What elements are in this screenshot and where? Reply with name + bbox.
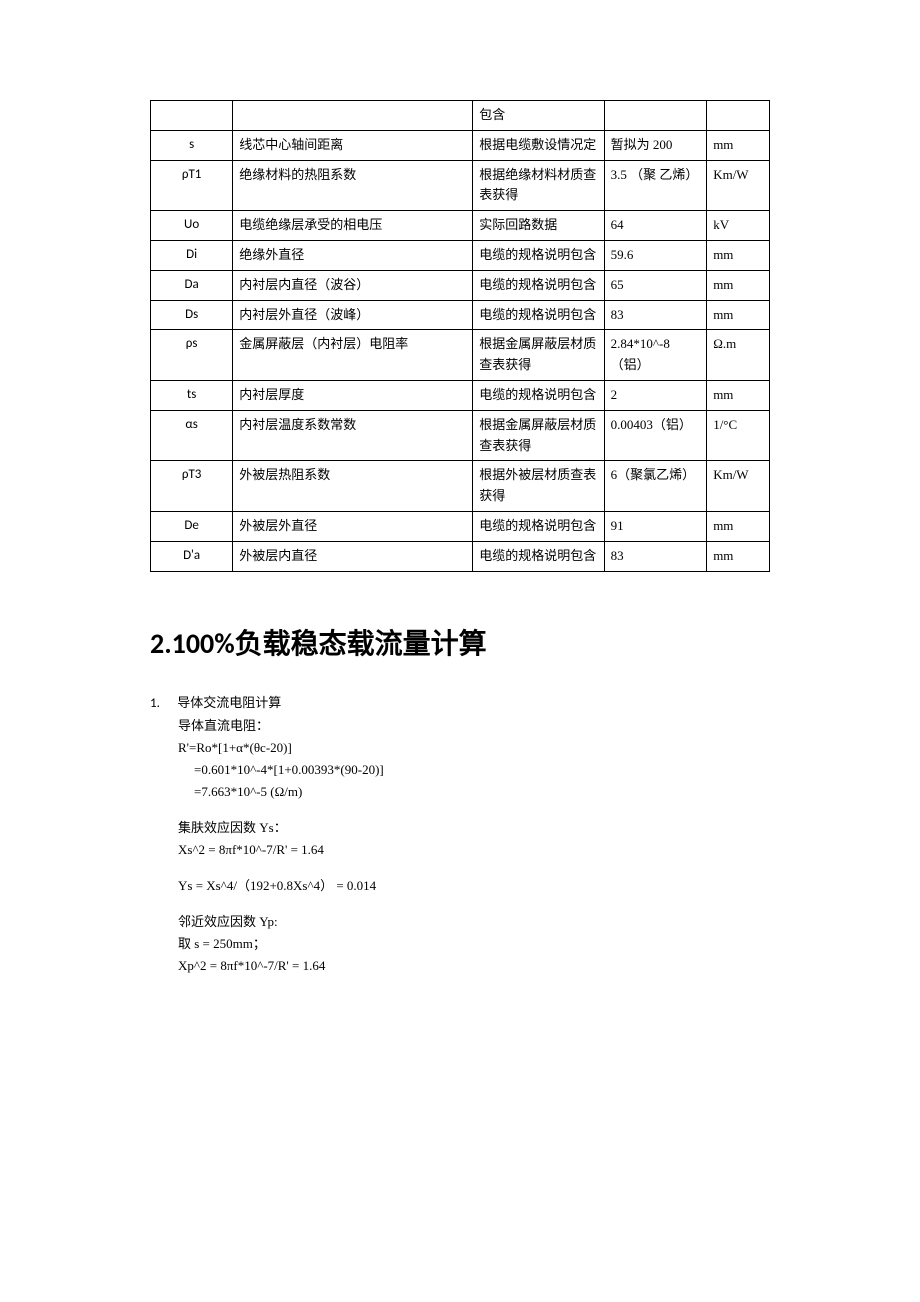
cell-val: 暂拟为 200 bbox=[604, 130, 707, 160]
table-row: Ds内衬层外直径（波峰）电缆的规格说明包含83mm bbox=[151, 300, 770, 330]
table-row: D'a外被层内直径电缆的规格说明包含83mm bbox=[151, 541, 770, 571]
cell-sym bbox=[151, 101, 233, 131]
cell-val: 59.6 bbox=[604, 240, 707, 270]
cell-val: 2 bbox=[604, 380, 707, 410]
cell-unit: 1/°C bbox=[707, 410, 770, 461]
dc-formula-1: R'=Ro*[1+α*(θc-20)] bbox=[178, 737, 770, 759]
cell-unit: mm bbox=[707, 300, 770, 330]
cell-desc: 内衬层内直径（波谷） bbox=[233, 270, 473, 300]
cell-desc: 线芯中心轴间距离 bbox=[233, 130, 473, 160]
table-row: Di绝缘外直径电缆的规格说明包含59.6mm bbox=[151, 240, 770, 270]
cell-src: 电缆的规格说明包含 bbox=[473, 270, 604, 300]
cell-val bbox=[604, 101, 707, 131]
cell-val: 2.84*10^-8（铝） bbox=[604, 330, 707, 381]
cell-src: 电缆的规格说明包含 bbox=[473, 511, 604, 541]
cell-src: 根据绝缘材料材质查表获得 bbox=[473, 160, 604, 211]
cell-sym: s bbox=[151, 130, 233, 160]
cell-sym: D'a bbox=[151, 541, 233, 571]
cell-unit: Ω.m bbox=[707, 330, 770, 381]
cell-src: 电缆的规格说明包含 bbox=[473, 541, 604, 571]
cell-sym: ρs bbox=[151, 330, 233, 381]
cell-src: 根据金属屏蔽层材质查表获得 bbox=[473, 330, 604, 381]
cell-src: 电缆的规格说明包含 bbox=[473, 380, 604, 410]
cell-sym: ρT3 bbox=[151, 461, 233, 512]
cell-src: 根据外被层材质查表获得 bbox=[473, 461, 604, 512]
parameters-tbody: 包含s线芯中心轴间距离根据电缆敷设情况定暂拟为 200mmρT1绝缘材料的热阻系… bbox=[151, 101, 770, 572]
yp-line-2: Xp^2 = 8πf*10^-7/R' = 1.64 bbox=[178, 955, 770, 977]
section-heading: 2.100%负载稳态载流量计算 bbox=[150, 622, 770, 662]
cell-sym: Uo bbox=[151, 211, 233, 241]
calculation-block: 1. 导体交流电阻计算 导体直流电阻： R'=Ro*[1+α*(θc-20)] … bbox=[150, 692, 770, 978]
cell-unit: mm bbox=[707, 270, 770, 300]
cell-unit: mm bbox=[707, 240, 770, 270]
cell-desc: 内衬层温度系数常数 bbox=[233, 410, 473, 461]
yp-line-1: 取 s = 250mm； bbox=[178, 933, 770, 955]
cell-unit: Km/W bbox=[707, 461, 770, 512]
cell-sym: Da bbox=[151, 270, 233, 300]
ys-formula-2: Ys = Xs^4/（192+0.8Xs^4） = 0.014 bbox=[178, 875, 770, 897]
table-row: αs内衬层温度系数常数根据金属屏蔽层材质查表获得0.00403（铝）1/°C bbox=[151, 410, 770, 461]
cell-val: 3.5 （聚 乙烯） bbox=[604, 160, 707, 211]
cell-unit: mm bbox=[707, 541, 770, 571]
cell-desc: 外被层外直径 bbox=[233, 511, 473, 541]
cell-desc: 电缆绝缘层承受的相电压 bbox=[233, 211, 473, 241]
cell-src: 根据金属屏蔽层材质查表获得 bbox=[473, 410, 604, 461]
cell-sym: ρT1 bbox=[151, 160, 233, 211]
ys-label: 集肤效应因数 Ys： bbox=[178, 817, 770, 839]
cell-val: 64 bbox=[604, 211, 707, 241]
calc-item-title: 导体交流电阻计算 bbox=[177, 695, 281, 710]
cell-desc: 内衬层外直径（波峰） bbox=[233, 300, 473, 330]
calc-item-number: 1. bbox=[150, 693, 174, 715]
cell-desc: 绝缘材料的热阻系数 bbox=[233, 160, 473, 211]
table-row: ρs金属屏蔽层（内衬层）电阻率根据金属屏蔽层材质查表获得2.84*10^-8（铝… bbox=[151, 330, 770, 381]
cell-src: 电缆的规格说明包含 bbox=[473, 300, 604, 330]
dc-formula-3: =7.663*10^-5 (Ω/m) bbox=[194, 781, 770, 803]
cell-sym: De bbox=[151, 511, 233, 541]
yp-label: 邻近效应因数 Yp: bbox=[178, 911, 770, 933]
dc-formula-2: =0.601*10^-4*[1+0.00393*(90-20)] bbox=[194, 759, 770, 781]
cell-desc: 外被层热阻系数 bbox=[233, 461, 473, 512]
cell-unit: Km/W bbox=[707, 160, 770, 211]
cell-val: 91 bbox=[604, 511, 707, 541]
cell-sym: αs bbox=[151, 410, 233, 461]
cell-desc bbox=[233, 101, 473, 131]
cell-unit bbox=[707, 101, 770, 131]
cell-unit: mm bbox=[707, 380, 770, 410]
table-row: Da内衬层内直径（波谷）电缆的规格说明包含65mm bbox=[151, 270, 770, 300]
cell-src: 根据电缆敷设情况定 bbox=[473, 130, 604, 160]
dc-resistance-label: 导体直流电阻： bbox=[178, 715, 770, 737]
table-row: De外被层外直径电缆的规格说明包含91mm bbox=[151, 511, 770, 541]
cell-sym: Ds bbox=[151, 300, 233, 330]
cell-val: 83 bbox=[604, 541, 707, 571]
ys-formula-1: Xs^2 = 8πf*10^-7/R' = 1.64 bbox=[178, 839, 770, 861]
cell-val: 0.00403（铝） bbox=[604, 410, 707, 461]
table-row: ρT3外被层热阻系数根据外被层材质查表获得6（聚氯乙烯）Km/W bbox=[151, 461, 770, 512]
table-row: Uo电缆绝缘层承受的相电压实际回路数据64kV bbox=[151, 211, 770, 241]
cell-sym: Di bbox=[151, 240, 233, 270]
cell-sym: ts bbox=[151, 380, 233, 410]
table-row: 包含 bbox=[151, 101, 770, 131]
cell-desc: 金属屏蔽层（内衬层）电阻率 bbox=[233, 330, 473, 381]
cell-src: 包含 bbox=[473, 101, 604, 131]
table-row: ρT1绝缘材料的热阻系数根据绝缘材料材质查表获得3.5 （聚 乙烯）Km/W bbox=[151, 160, 770, 211]
cell-unit: kV bbox=[707, 211, 770, 241]
cell-desc: 绝缘外直径 bbox=[233, 240, 473, 270]
cell-unit: mm bbox=[707, 511, 770, 541]
cell-unit: mm bbox=[707, 130, 770, 160]
parameters-table: 包含s线芯中心轴间距离根据电缆敷设情况定暂拟为 200mmρT1绝缘材料的热阻系… bbox=[150, 100, 770, 572]
table-row: ts内衬层厚度电缆的规格说明包含2mm bbox=[151, 380, 770, 410]
table-row: s线芯中心轴间距离根据电缆敷设情况定暂拟为 200mm bbox=[151, 130, 770, 160]
cell-src: 电缆的规格说明包含 bbox=[473, 240, 604, 270]
cell-src: 实际回路数据 bbox=[473, 211, 604, 241]
cell-val: 6（聚氯乙烯） bbox=[604, 461, 707, 512]
cell-desc: 内衬层厚度 bbox=[233, 380, 473, 410]
cell-desc: 外被层内直径 bbox=[233, 541, 473, 571]
cell-val: 65 bbox=[604, 270, 707, 300]
cell-val: 83 bbox=[604, 300, 707, 330]
